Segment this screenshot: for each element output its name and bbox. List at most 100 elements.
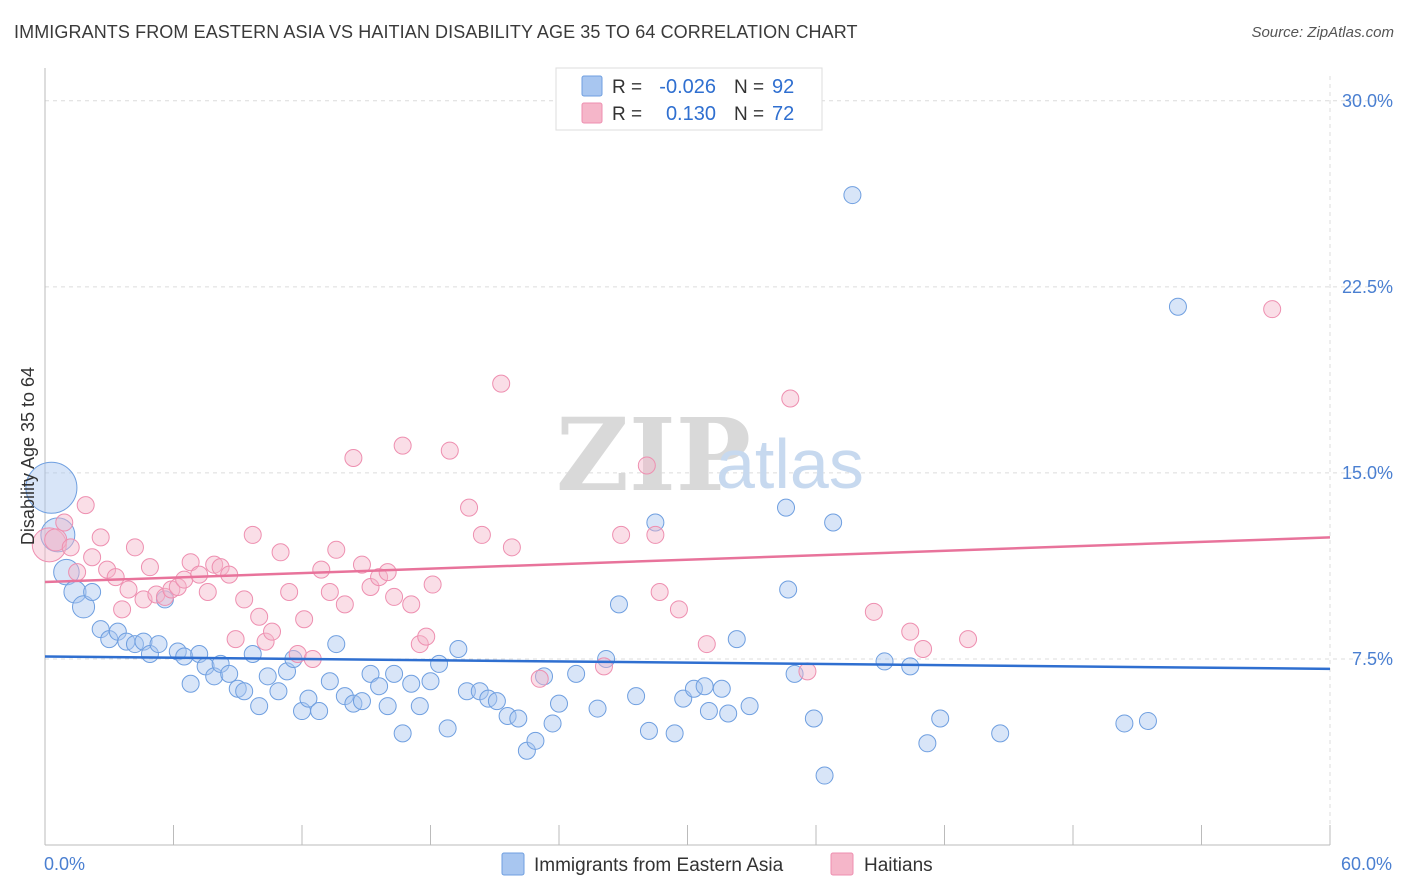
point-eastern-asia	[498, 707, 517, 726]
legend-n-value: 92	[772, 76, 794, 98]
point-haitians	[31, 527, 67, 563]
point-eastern-asia	[1138, 711, 1157, 730]
point-haitians	[959, 630, 978, 649]
point-haitians	[55, 513, 74, 532]
point-eastern-asia	[550, 694, 568, 713]
point-haitians	[646, 525, 665, 544]
point-eastern-asia	[385, 664, 404, 683]
point-eastern-asia	[430, 654, 449, 673]
legend-n-label: N =	[734, 77, 764, 98]
point-haitians	[250, 607, 269, 626]
point-eastern-asia	[327, 635, 346, 654]
point-haitians	[1263, 300, 1282, 319]
point-eastern-asia	[378, 697, 397, 716]
legend-swatch	[581, 102, 603, 124]
point-haitians	[243, 525, 262, 544]
legend-r-label: R =	[612, 77, 642, 98]
legend-box: R = -0.026 N = 92 R = 0.130 N = 72	[555, 67, 823, 131]
point-haitians	[175, 570, 194, 589]
point-eastern-asia	[149, 635, 168, 654]
point-haitians	[312, 560, 331, 579]
legend-n-value: 72	[772, 103, 794, 125]
point-haitians	[76, 496, 95, 515]
legend-swatch	[581, 75, 603, 97]
bottom-legend-item-0: Immigrants from Eastern Asia	[501, 852, 784, 876]
point-haitians	[61, 538, 80, 557]
point-eastern-asia	[250, 697, 269, 716]
point-haitians	[492, 374, 511, 393]
point-haitians	[393, 436, 412, 455]
point-haitians	[914, 640, 933, 659]
point-eastern-asia	[299, 689, 318, 708]
point-haitians	[106, 568, 125, 587]
point-eastern-asia	[361, 664, 380, 683]
point-eastern-asia	[83, 582, 102, 601]
point-eastern-asia	[740, 697, 759, 716]
point-haitians	[612, 525, 631, 544]
point-haitians	[402, 595, 421, 614]
point-haitians	[530, 669, 549, 688]
point-haitians	[423, 575, 442, 594]
point-haitians	[472, 525, 491, 544]
point-haitians	[697, 635, 716, 654]
point-haitians	[235, 590, 254, 609]
point-haitians	[256, 632, 275, 651]
point-haitians	[781, 389, 800, 408]
y-tick-label: 7.5%	[1352, 649, 1393, 669]
point-eastern-asia	[824, 513, 843, 532]
point-eastern-asia	[235, 682, 254, 701]
point-eastern-asia	[719, 704, 738, 723]
watermark: ZIP atlas	[556, 396, 864, 514]
y-tick-label: 22.5%	[1342, 277, 1393, 297]
point-haitians	[271, 543, 290, 562]
point-haitians	[295, 610, 314, 629]
point-haitians	[798, 662, 817, 681]
point-eastern-asia	[438, 719, 457, 738]
point-haitians	[91, 528, 110, 547]
point-eastern-asia	[25, 461, 78, 514]
chart-title: IMMIGRANTS FROM EASTERN ASIA VS HAITIAN …	[14, 22, 858, 42]
data-points	[25, 186, 1282, 785]
watermark-zip: ZIP	[556, 396, 751, 514]
point-eastern-asia	[875, 652, 894, 671]
point-haitians	[68, 563, 87, 582]
point-eastern-asia	[1168, 297, 1187, 316]
point-haitians	[410, 635, 429, 654]
point-eastern-asia	[487, 692, 506, 711]
point-haitians	[417, 627, 436, 646]
point-eastern-asia	[843, 186, 862, 205]
y-tick-label: 15.0%	[1342, 463, 1393, 483]
legend-row-1: R = 0.130 N = 72	[581, 102, 794, 125]
point-eastern-asia	[991, 724, 1010, 743]
axes	[44, 68, 1331, 846]
point-haitians	[440, 441, 459, 460]
chart-source: Source: ZipAtlas.com	[1251, 24, 1394, 41]
point-eastern-asia	[918, 734, 937, 753]
point-eastern-asia	[352, 692, 371, 711]
bottom-legend: Immigrants from Eastern Asia Haitians	[501, 852, 933, 876]
point-haitians	[181, 553, 200, 572]
x-tick-label: 0.0%	[44, 854, 85, 874]
legend-r-value: -0.026	[659, 76, 716, 98]
point-eastern-asia	[175, 647, 194, 666]
point-eastern-asia	[269, 682, 288, 701]
point-eastern-asia	[421, 672, 440, 691]
point-haitians	[378, 563, 397, 582]
point-haitians	[226, 630, 245, 649]
legend-row-0: R = -0.026 N = 92	[581, 75, 794, 98]
point-eastern-asia	[695, 677, 714, 696]
point-eastern-asia	[609, 595, 628, 614]
legend-n-label: N =	[734, 104, 764, 125]
point-eastern-asia	[567, 664, 586, 683]
point-eastern-asia	[72, 595, 96, 619]
point-haitians	[864, 602, 883, 621]
point-eastern-asia	[181, 674, 200, 693]
point-haitians	[140, 558, 159, 577]
point-haitians	[83, 548, 102, 567]
trend-line-haitians	[44, 536, 1331, 584]
legend-r-label: R =	[612, 104, 642, 125]
point-eastern-asia	[588, 699, 607, 718]
point-haitians	[370, 568, 389, 587]
point-haitians	[344, 449, 363, 468]
